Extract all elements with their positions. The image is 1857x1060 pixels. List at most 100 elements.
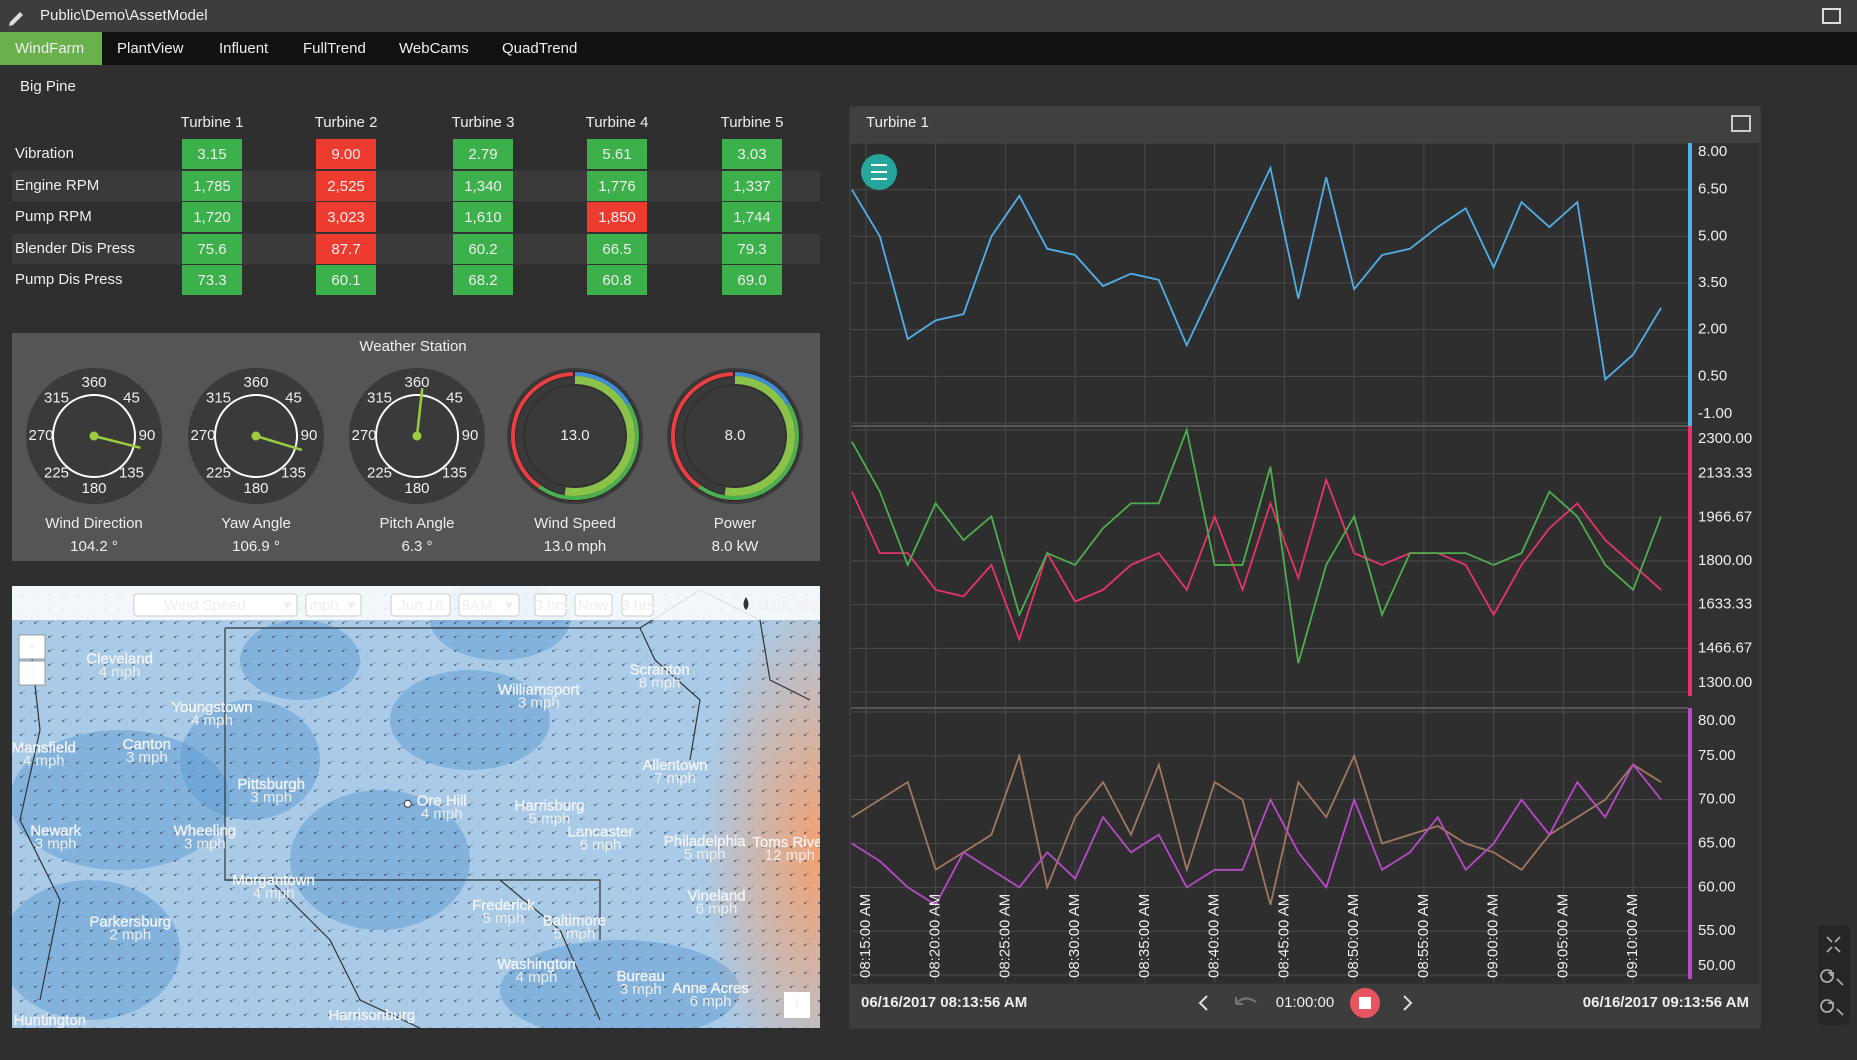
city-name: Parkersburg xyxy=(89,914,171,931)
cell-value: 1,337 xyxy=(733,178,771,195)
map-control[interactable] xyxy=(458,593,520,617)
cell-value: 2,525 xyxy=(327,178,365,195)
cell-status xyxy=(453,171,513,201)
tab[interactable]: Influent xyxy=(219,40,269,57)
map-control[interactable] xyxy=(390,593,451,617)
column-header: Turbine 3 xyxy=(452,114,515,131)
zoom-button[interactable] xyxy=(18,634,46,660)
dial-label: 90 xyxy=(301,427,318,444)
map-control-label[interactable]: Wind Speed xyxy=(164,597,246,614)
ring-band xyxy=(734,372,791,407)
fullscreen-icon[interactable] xyxy=(1826,936,1841,953)
x-tick-label: 08:55:00 AM xyxy=(1415,894,1432,978)
y-tick-label: 55.00 xyxy=(1698,922,1736,939)
dial-label: 315 xyxy=(367,389,392,406)
zoom-label[interactable]: − xyxy=(28,664,37,681)
x-tick-label: 08:20:00 AM xyxy=(927,894,944,978)
dial-label: 270 xyxy=(190,427,215,444)
map-control-label[interactable]: Jun 16 xyxy=(398,597,443,614)
map-control[interactable] xyxy=(534,593,567,617)
city-wind: 6 mph xyxy=(690,993,732,1010)
tab-bar xyxy=(0,32,1857,65)
axis-bar xyxy=(1688,708,1692,979)
trend-menu-icon[interactable] xyxy=(1731,115,1751,132)
y-tick-label: 1466.67 xyxy=(1698,639,1752,656)
city-wind: 4 mph xyxy=(23,752,65,769)
menu-icon[interactable] xyxy=(1822,8,1841,24)
zoom-in-icon[interactable] xyxy=(1820,969,1844,986)
zoom-label[interactable]: + xyxy=(28,638,37,655)
undo-button[interactable] xyxy=(1235,997,1257,1005)
cell-value: 79.3 xyxy=(737,241,766,258)
dial-label: 135 xyxy=(442,464,467,481)
plot xyxy=(851,143,1688,983)
info-label[interactable]: i xyxy=(795,996,798,1013)
range-end: 06/16/2017 09:13:56 AM xyxy=(1583,994,1749,1011)
gauge-label: Power xyxy=(714,515,757,532)
info-button[interactable] xyxy=(784,992,810,1018)
y-tick-label: 65.00 xyxy=(1698,834,1736,851)
city-name: Morgantown xyxy=(232,872,315,889)
city-name: Toms River xyxy=(752,834,827,851)
ring-fill xyxy=(564,376,635,496)
map-control-label[interactable]: mph xyxy=(309,597,338,614)
map-control[interactable] xyxy=(574,593,613,617)
city-name: Bureau xyxy=(617,968,665,985)
city-name: Anne Acres xyxy=(672,980,749,997)
dial-label: 360 xyxy=(404,374,429,391)
y-tick-label: 3.50 xyxy=(1698,274,1727,291)
tab-active[interactable] xyxy=(0,32,102,65)
row-label: Engine RPM xyxy=(15,177,99,194)
tab[interactable]: QuadTrend xyxy=(502,40,577,57)
gauge-reading: 8.0 kW xyxy=(712,538,760,555)
cell-status xyxy=(182,265,242,295)
y-tick-label: -1.00 xyxy=(1698,405,1732,422)
edit-icon[interactable] xyxy=(9,12,23,26)
city-name: Canton xyxy=(123,736,171,753)
cell-status xyxy=(453,202,513,232)
cell-value: 1,744 xyxy=(733,209,771,226)
gauge-label: Pitch Angle xyxy=(379,515,454,532)
x-tick-label: 08:50:00 AM xyxy=(1345,894,1362,978)
city-name: Wheeling xyxy=(174,822,237,839)
map-control[interactable] xyxy=(305,593,362,617)
map-control-label[interactable]: 3 hrs xyxy=(534,597,567,614)
y-tick-label: 1966.67 xyxy=(1698,508,1752,525)
x-tick-label: 08:30:00 AM xyxy=(1066,894,1083,978)
cell-status xyxy=(587,265,647,295)
map-control-label[interactable]: 3 hrs xyxy=(621,597,654,614)
map-control-label[interactable]: Now xyxy=(578,597,608,614)
cell-status xyxy=(182,139,242,169)
column-header: Turbine 5 xyxy=(721,114,784,131)
map-control[interactable] xyxy=(621,593,654,617)
cell-value: 73.3 xyxy=(197,272,226,289)
tab[interactable]: WindFarm xyxy=(15,40,84,57)
tab[interactable]: PlantView xyxy=(117,40,184,57)
city-wind: 5 mph xyxy=(684,846,726,863)
map-brand[interactable]: Dark Sky xyxy=(758,597,819,614)
dial-label: 225 xyxy=(206,464,231,481)
tab[interactable]: WebCams xyxy=(399,40,469,57)
prev-button[interactable] xyxy=(1198,995,1208,1011)
window-length[interactable]: 01:00:00 xyxy=(1276,994,1334,1011)
cell-value: 60.8 xyxy=(602,272,631,289)
city-name: Ore Hill xyxy=(417,793,467,810)
gauge-label: Yaw Angle xyxy=(221,515,291,532)
zoom-out-icon[interactable] xyxy=(1820,999,1844,1016)
gauge-label: Wind Speed xyxy=(534,515,616,532)
city-wind: 3 mph xyxy=(620,981,662,998)
x-tick-label: 08:40:00 AM xyxy=(1206,894,1223,978)
x-tick-label: 09:00:00 AM xyxy=(1485,894,1502,978)
row-band xyxy=(12,170,820,202)
cell-value: 5.61 xyxy=(602,146,631,163)
next-button[interactable] xyxy=(1403,995,1413,1011)
map-control[interactable] xyxy=(133,593,298,617)
map-control-label[interactable]: 9AM xyxy=(462,597,493,614)
city-wind: 2 mph xyxy=(109,927,151,944)
tab[interactable]: FullTrend xyxy=(303,40,366,57)
ring-inner xyxy=(683,384,787,488)
cell-value: 87.7 xyxy=(331,241,360,258)
cell-status xyxy=(722,265,782,295)
cell-value: 1,610 xyxy=(464,209,502,226)
zoom-button[interactable] xyxy=(18,660,46,686)
